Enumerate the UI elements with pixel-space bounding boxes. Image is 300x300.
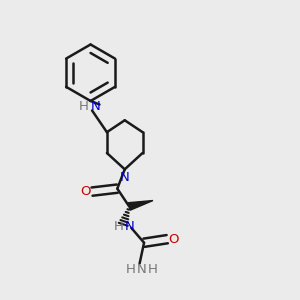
Text: H: H	[114, 220, 124, 233]
Text: N: N	[137, 263, 147, 276]
Text: N: N	[125, 220, 135, 233]
Text: H: H	[126, 263, 136, 276]
Text: H: H	[148, 263, 158, 276]
Text: N: N	[91, 100, 101, 113]
Polygon shape	[128, 200, 153, 210]
Text: O: O	[168, 233, 178, 246]
Text: O: O	[80, 185, 91, 198]
Text: H: H	[79, 100, 89, 113]
Text: N: N	[120, 171, 130, 184]
